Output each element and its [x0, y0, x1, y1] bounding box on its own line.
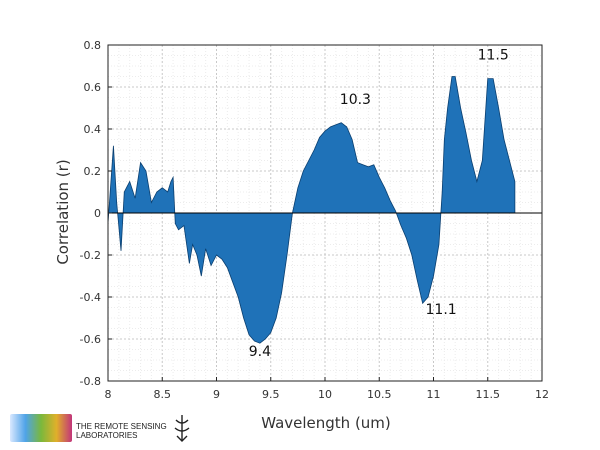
y-tick-label: -0.4 [80, 291, 101, 304]
y-axis-title: Correlation (r) [54, 159, 72, 264]
peak-annotation: 11.5 [478, 48, 509, 64]
y-tick-label: 0.2 [84, 165, 102, 178]
x-tick-label: 11.5 [476, 388, 501, 401]
peak-annotation: 11.1 [426, 302, 457, 318]
x-tick-label: 10.5 [367, 388, 392, 401]
x-tick-label: 9.5 [262, 388, 280, 401]
peak-annotation: 9.4 [249, 344, 271, 360]
x-tick-label: 12 [535, 388, 549, 401]
x-tick-label: 11 [427, 388, 441, 401]
x-axis-title: Wavelength (um) [261, 414, 391, 432]
axis-ticks: 8 8.5 9 9.5 10 10.5 11 11.5 12 -0.8 -0.6 -0.4 -0.2 0 0… [80, 39, 549, 401]
y-tick-label: -0.6 [80, 333, 101, 346]
y-tick-label: 0 [94, 207, 101, 220]
x-tick-label: 10 [318, 388, 332, 401]
correlation-series [107, 76, 516, 344]
y-tick-label: -0.2 [80, 249, 101, 262]
peak-annotations: 11.5 10.3 11.1 9.4 [249, 48, 509, 360]
y-tick-label: 0.6 [84, 81, 102, 94]
y-tick-label: 0.4 [84, 123, 102, 136]
y-tick-label: 0.8 [84, 39, 102, 52]
spectrum-logo-icon [10, 414, 72, 442]
logo-text-line1: THE REMOTE SENSING [76, 422, 167, 431]
x-tick-label: 8 [105, 388, 112, 401]
logo-text-line2: LABORATORIES [76, 431, 138, 440]
x-tick-label: 9 [213, 388, 220, 401]
correlation-area [107, 76, 516, 344]
lab-logo: THE REMOTE SENSING LABORATORIES [10, 414, 190, 442]
peak-annotation: 10.3 [340, 92, 371, 108]
y-tick-label: -0.8 [80, 375, 101, 388]
emblem-icon [174, 415, 190, 442]
x-tick-label: 8.5 [154, 388, 172, 401]
